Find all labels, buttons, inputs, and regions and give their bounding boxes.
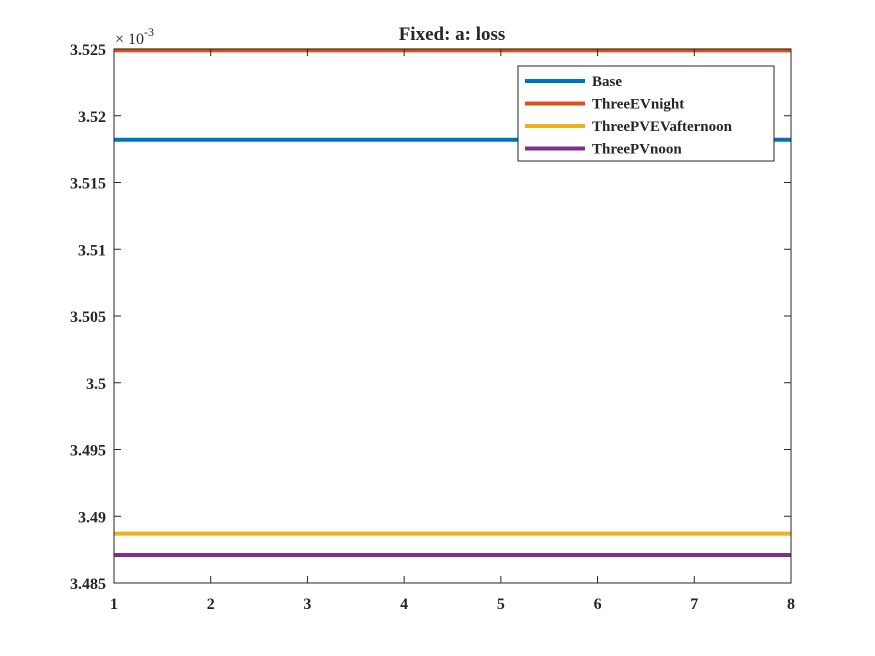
y-tick-label: 3.505 (70, 309, 106, 326)
x-tick-label: 5 (497, 596, 505, 613)
x-tick-label: 7 (690, 596, 698, 613)
x-tick-label: 3 (303, 596, 311, 613)
legend-label-2: ThreePVEVafternoon (592, 119, 733, 135)
y-tick-label: 3.495 (70, 443, 106, 460)
y-exponent-power: -3 (144, 25, 154, 39)
y-tick-label: 3.515 (70, 176, 106, 193)
y-tick-label: 3.5 (86, 376, 106, 393)
y-tick-label: 3.525 (70, 42, 106, 59)
x-tick-label: 6 (594, 596, 602, 613)
y-tick-label: 3.51 (78, 242, 106, 259)
y-exponent-base: × 10 (115, 31, 144, 48)
x-tick-label: 8 (787, 596, 795, 613)
y-tick-label: 3.485 (70, 576, 106, 593)
y-exponent-label: × 10-3 (115, 25, 154, 48)
chart-title: Fixed: a: loss (399, 24, 506, 45)
y-tick-label: 3.49 (78, 509, 106, 526)
legend-label-3: ThreePVnoon (592, 142, 682, 158)
legend-label-1: ThreeEVnight (592, 97, 684, 113)
legend-label-0: Base (592, 74, 622, 90)
x-tick-label: 4 (400, 596, 408, 613)
legend: Base ThreeEVnight ThreePVEVafternoon ThreeP… (517, 65, 775, 162)
x-tick-label: 2 (207, 596, 215, 613)
x-tick-label: 1 (110, 596, 118, 613)
x-axis: 1 2 3 4 5 6 7 8 (110, 49, 795, 613)
y-tick-label: 3.52 (78, 109, 106, 126)
y-axis: 3.485 3.49 3.495 3.5 3.505 3.51 3.515 3.52 3.525 (70, 42, 791, 593)
